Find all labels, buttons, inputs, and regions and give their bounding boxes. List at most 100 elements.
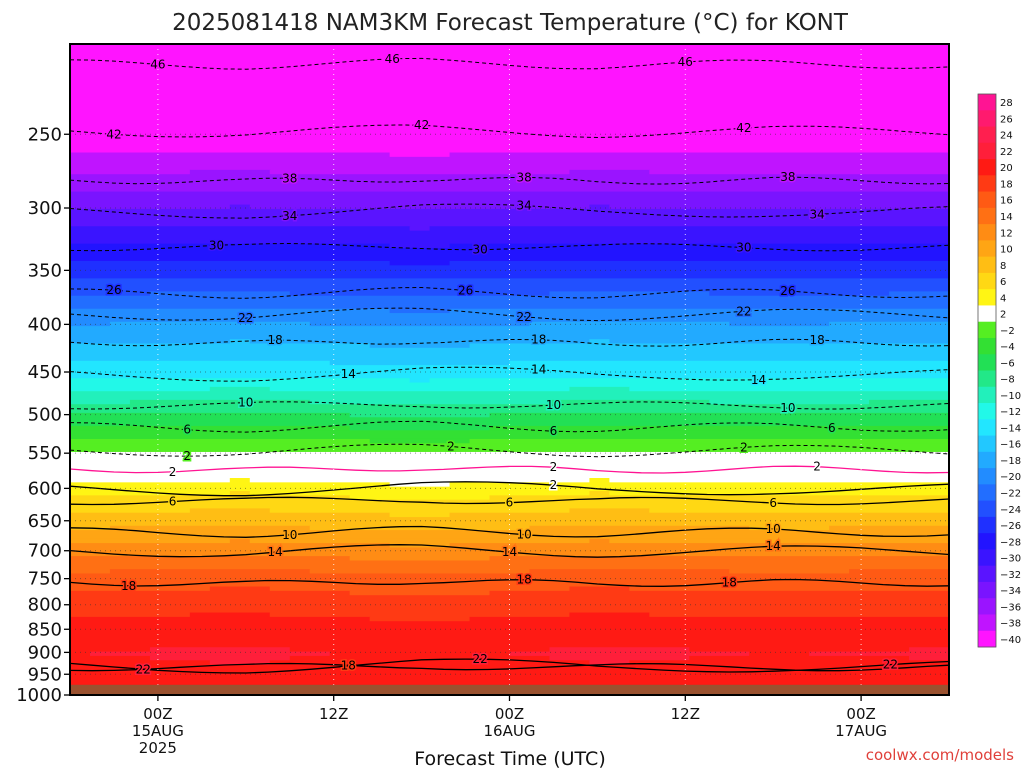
colorbar-tick-label: 2 (1000, 310, 1006, 321)
contour-label: 6 (550, 424, 558, 438)
field-cell (589, 660, 630, 666)
field-cell (70, 521, 949, 527)
field-cell (70, 664, 949, 670)
field-cell (70, 599, 949, 605)
contour-label: 22 (736, 304, 751, 318)
field-cell (529, 569, 730, 575)
field-cell (70, 495, 351, 501)
contour-label: 38 (780, 170, 795, 184)
field-cell (449, 308, 949, 314)
x-tick-label: 17AUG (835, 722, 887, 740)
field-cell (70, 373, 949, 379)
contour-label: 34 (517, 199, 532, 213)
field-cell (70, 438, 371, 444)
field-cell (70, 61, 949, 67)
field-cell (70, 109, 949, 115)
contour-label: 18 (517, 573, 532, 587)
y-tick-label: 1000 (16, 685, 62, 706)
field-cell (70, 673, 949, 679)
field-cell (749, 525, 830, 531)
field-cell (389, 243, 451, 249)
colorbar-tick-label: 18 (1000, 180, 1013, 191)
contour-label: 46 (678, 55, 693, 69)
contour-label: 42 (736, 121, 751, 135)
field-cell (70, 295, 949, 301)
colorbar-swatch (978, 468, 996, 485)
field-cell (489, 495, 949, 501)
colorbar-tick-label: −2 (1000, 326, 1015, 337)
contour-label: 38 (282, 171, 297, 185)
field-cell (70, 74, 949, 80)
contour-label: 2 (813, 460, 821, 474)
field-cell (70, 590, 351, 596)
field-cell (70, 621, 949, 627)
field-cell (609, 339, 949, 345)
field-cell (449, 543, 949, 549)
field-cell (70, 278, 949, 284)
field-cell (229, 204, 251, 210)
field-cell (70, 456, 949, 462)
colorbar-swatch (978, 289, 996, 306)
contour-label: 18 (341, 658, 356, 672)
field-cell (70, 491, 231, 496)
field-cell (70, 343, 371, 349)
contour-label: 42 (414, 118, 429, 132)
credit-link[interactable]: coolwx.com/models (866, 746, 1014, 764)
contour-label: 10 (517, 528, 532, 542)
field-cell (70, 291, 151, 297)
field-cell (70, 386, 211, 392)
field-cell (70, 651, 91, 657)
field-cell (70, 339, 231, 345)
field-cell (70, 530, 949, 536)
x-tick-label: 12Z (319, 705, 348, 723)
field-cell (70, 655, 151, 661)
colorbar-tick-label: −32 (1000, 570, 1021, 581)
y-tick-label: 400 (28, 314, 62, 335)
isotherm-line (70, 525, 949, 538)
field-cell (749, 651, 810, 657)
contour-label: 18 (531, 333, 546, 347)
field-cell (269, 660, 591, 666)
colorbar-tick-label: −14 (1000, 423, 1021, 434)
field-cell (209, 586, 271, 592)
field-cell (70, 447, 949, 453)
x-tick-label: 00Z (143, 705, 172, 723)
field-cell (70, 44, 949, 49)
field-cell (70, 326, 949, 332)
field-cell (70, 334, 949, 340)
colorbar-tick-label: −22 (1000, 489, 1021, 500)
field-cell (70, 139, 949, 145)
field-cell (70, 70, 949, 75)
field-cell (70, 52, 949, 58)
x-tick-label: 15AUG (132, 722, 184, 740)
field-cell (329, 360, 511, 366)
field-cell (349, 556, 491, 562)
field-cell (229, 538, 251, 544)
field-cell (449, 261, 949, 266)
colorbar-tick-label: 6 (1000, 277, 1006, 288)
field-cell (649, 508, 949, 514)
colorbar-swatch (978, 565, 996, 583)
colorbar-swatch (978, 354, 996, 371)
field-cell (70, 569, 111, 575)
field-cell (70, 534, 949, 540)
field-cell (70, 391, 949, 397)
y-tick-label: 750 (28, 569, 62, 590)
field-cell (70, 508, 191, 514)
y-tick-label: 650 (28, 511, 62, 532)
colorbar-tick-label: 4 (1000, 293, 1006, 304)
field-cell (409, 226, 431, 232)
x-axis-label: Forecast Time (UTC) (414, 748, 605, 768)
field-cell (349, 412, 491, 418)
field-cell (70, 399, 131, 405)
colorbar-tick-label: −30 (1000, 554, 1021, 565)
colorbar-tick-label: −10 (1000, 391, 1021, 402)
field-cell (569, 169, 650, 175)
field-cell (869, 399, 949, 405)
contour-label: 38 (517, 170, 532, 184)
field-cell (189, 612, 271, 618)
field-cell (70, 573, 949, 579)
field-cell (909, 655, 949, 661)
field-cell (569, 386, 630, 392)
